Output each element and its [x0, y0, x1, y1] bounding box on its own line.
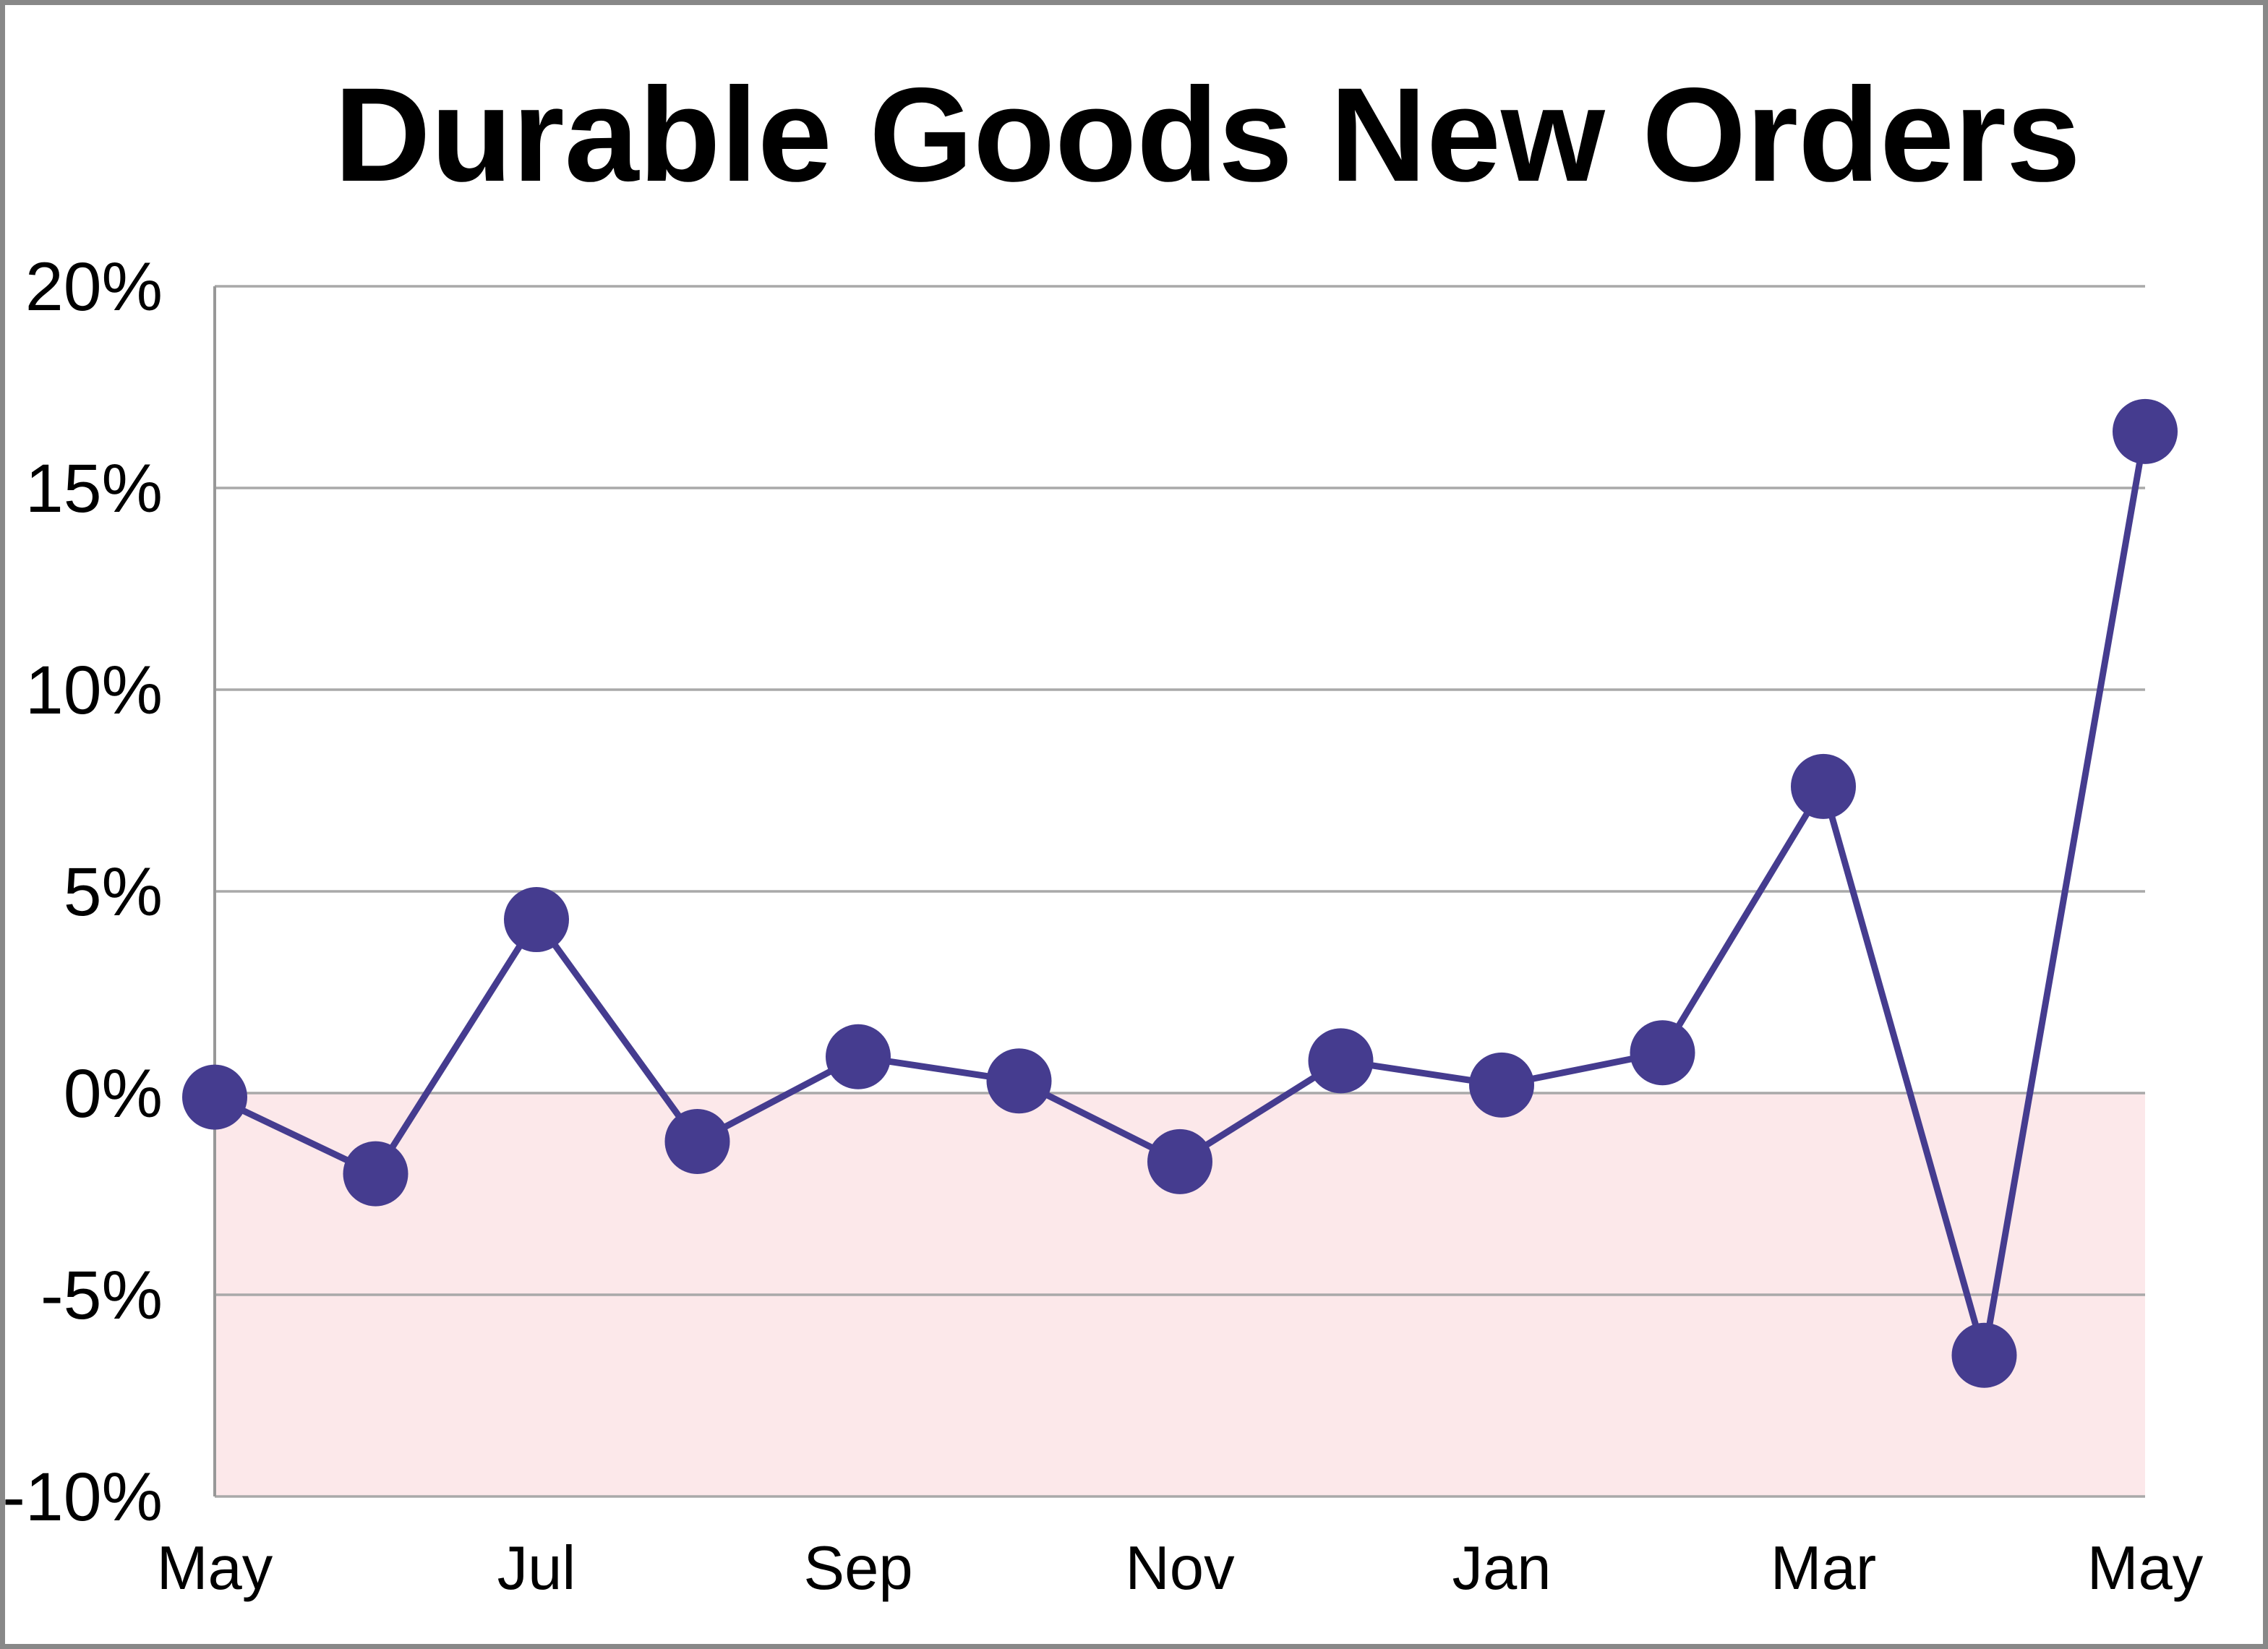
x-tick-label: Mar — [1771, 1534, 1876, 1603]
x-tick-label: Sep — [803, 1534, 912, 1603]
data-point — [1630, 1020, 1695, 1086]
data-point — [1147, 1128, 1212, 1194]
data-point — [1791, 753, 1856, 819]
y-tick-label: 10% — [25, 652, 163, 729]
data-point — [826, 1024, 891, 1089]
data-point — [986, 1048, 1052, 1114]
x-tick-label: Nov — [1125, 1534, 1235, 1603]
data-point — [343, 1141, 408, 1207]
x-tick-label: May — [2087, 1534, 2204, 1603]
data-point — [1469, 1052, 1534, 1118]
y-tick-label: 0% — [64, 1055, 163, 1132]
x-tick-label: Jul — [497, 1534, 576, 1603]
y-tick-label: 20% — [25, 249, 163, 325]
data-point — [504, 887, 569, 953]
chart-title: Durable Goods New Orders — [334, 61, 2081, 210]
data-point — [182, 1064, 247, 1130]
data-point — [1951, 1322, 2017, 1388]
y-tick-label: 5% — [64, 854, 163, 930]
x-tick-label: May — [157, 1534, 273, 1603]
y-tick-label: -5% — [40, 1257, 163, 1334]
data-point — [664, 1108, 730, 1174]
y-tick-label: 15% — [25, 450, 163, 527]
data-point — [2113, 398, 2178, 464]
y-tick-label: -10% — [2, 1459, 163, 1536]
x-tick-label: Jan — [1452, 1534, 1551, 1603]
data-point — [1308, 1028, 1374, 1094]
